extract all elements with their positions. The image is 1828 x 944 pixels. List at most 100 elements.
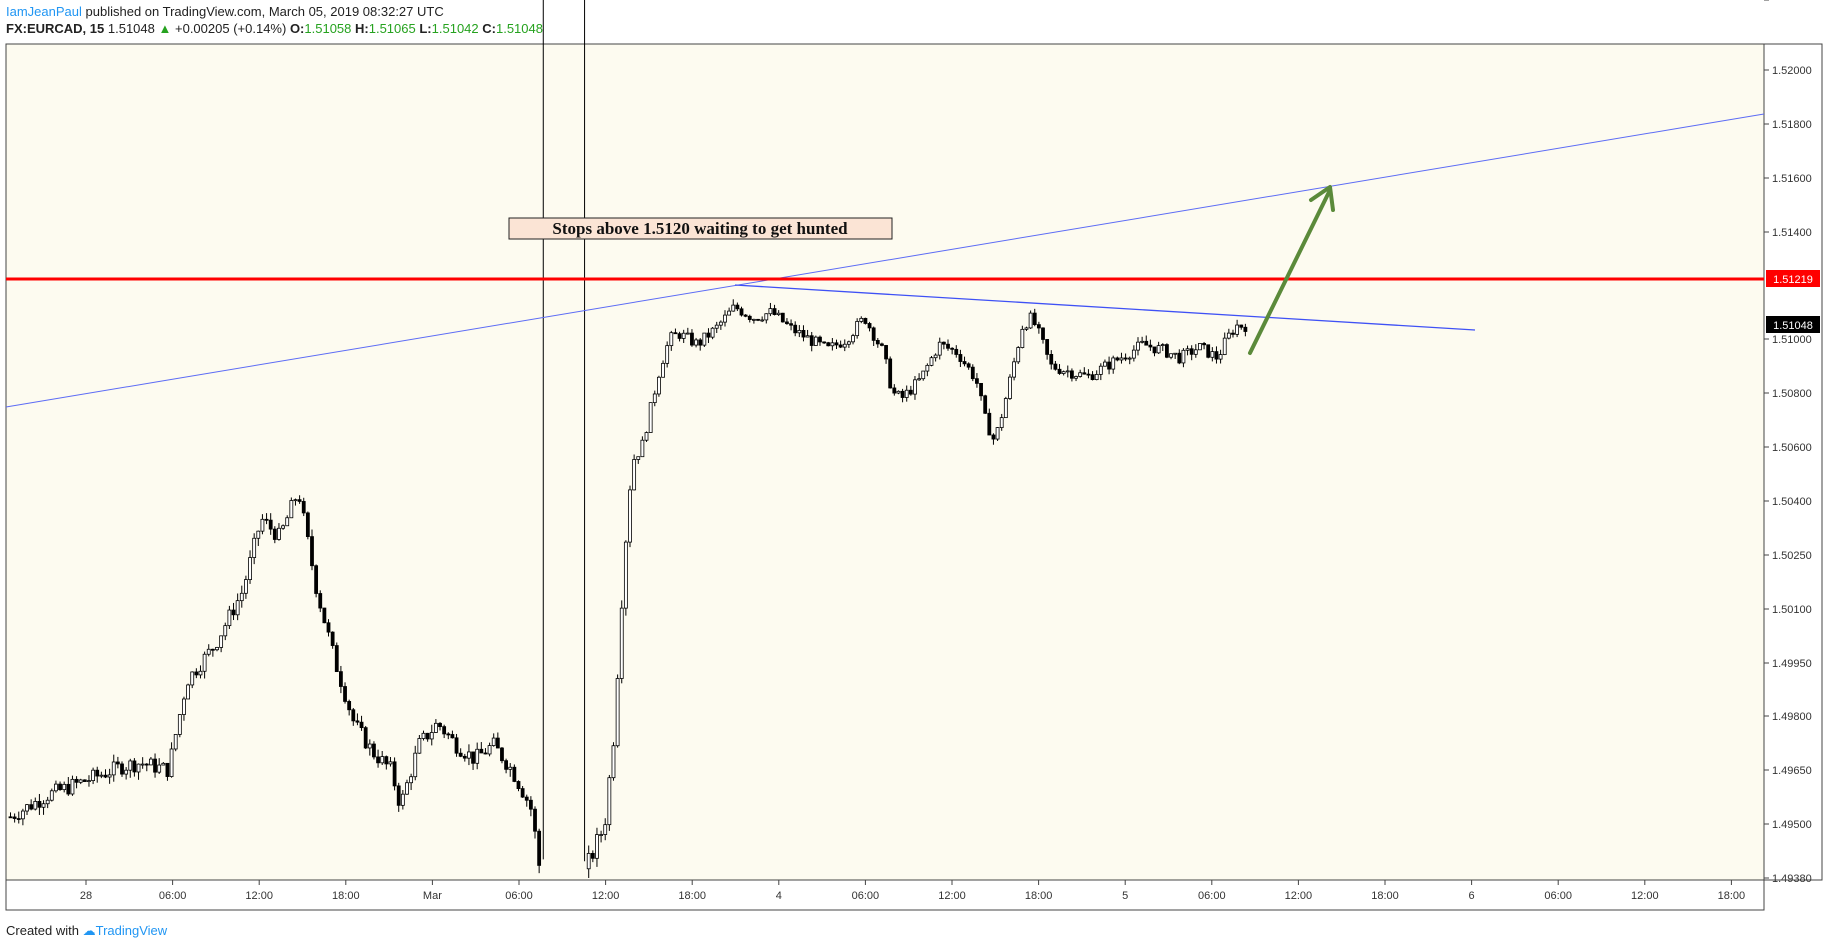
candle-body: [1086, 373, 1091, 376]
candle-body: [268, 519, 273, 530]
candle-body: [140, 763, 145, 766]
candle-body: [619, 607, 624, 679]
x-tick-label: 06:00: [852, 890, 880, 902]
candle-body: [1189, 348, 1194, 355]
candle-body: [954, 348, 959, 355]
author-link[interactable]: IamJeanPaul: [6, 4, 82, 19]
x-tick-label: 12:00: [1631, 890, 1659, 902]
candle-body: [615, 678, 620, 747]
ohlc-line: FX:EURCAD, 15 1.51048 ▲ +0.00205 (+0.14%…: [6, 20, 543, 37]
time-axis[interactable]: [5, 879, 1765, 911]
candle-body: [1070, 370, 1074, 379]
candle-body: [772, 308, 777, 315]
candle-body: [363, 727, 368, 749]
upper-trend-line[interactable]: [5, 113, 1765, 408]
plot-area[interactable]: [5, 43, 1765, 881]
candle-body: [161, 762, 166, 766]
candle-body: [206, 648, 211, 655]
x-tick-label: 18:00: [1718, 890, 1746, 902]
candle-body: [165, 762, 170, 777]
lower-trend-line[interactable]: [734, 284, 1476, 331]
candle-body: [338, 671, 343, 687]
candle-body: [756, 318, 760, 321]
candle-body: [863, 317, 868, 324]
candle-body: [495, 737, 500, 749]
y-tick-label: 1.51000: [1772, 334, 1812, 346]
candle-body: [681, 332, 686, 339]
candle-body: [516, 781, 521, 789]
y-tick-label: 1.49950: [1772, 658, 1812, 670]
candle-body: [66, 783, 71, 795]
candle-body: [438, 722, 442, 728]
candle-body: [970, 366, 975, 380]
candle-body: [157, 764, 162, 773]
candle-body: [987, 412, 992, 436]
candle-body: [797, 330, 802, 334]
y-tick-label: 1.49045: [1772, 0, 1812, 3]
candle-body: [809, 335, 814, 346]
candle-body: [210, 648, 215, 651]
target-arrow[interactable]: [1248, 185, 1335, 355]
candle-body: [1136, 341, 1140, 351]
candle-body: [322, 607, 327, 624]
candle-body: [314, 565, 319, 594]
candle-body: [698, 339, 703, 346]
x-tick-label: 06:00: [159, 890, 187, 902]
annotation-box[interactable]: Stops above 1.5120 waiting to get hunted: [508, 217, 893, 240]
high-value: 1.51065: [368, 21, 416, 36]
candle-body: [900, 390, 905, 398]
change-text: +0.00205 (+0.14%): [175, 21, 287, 36]
candle-body: [851, 335, 855, 343]
y-axis-group: 1.52000 1.51800 1.51600 1.51400 1.51000 1.508…: [1764, 0, 1812, 885]
candle-body: [925, 364, 930, 372]
candle-body: [111, 761, 116, 776]
candle-body: [979, 382, 983, 397]
low-label: L:: [419, 21, 432, 36]
candle-body: [603, 824, 608, 835]
candle-body: [1239, 324, 1244, 328]
candle-body: [417, 738, 422, 754]
candle-body: [838, 344, 843, 348]
candle-body: [235, 600, 240, 616]
up-triangle-icon: ▲: [158, 21, 172, 36]
tradingview-cloud-icon: ☁: [82, 923, 96, 938]
candle-body: [537, 830, 542, 866]
candle-body: [941, 341, 946, 345]
candle-body: [173, 734, 178, 750]
candle-body: [727, 310, 732, 316]
candle-body: [190, 671, 195, 686]
candle-body: [132, 760, 137, 773]
candle-body: [789, 323, 793, 326]
candle-body: [706, 332, 711, 338]
candle-body: [657, 376, 661, 395]
candle-body: [355, 720, 360, 723]
candle-body: [239, 592, 244, 602]
candle-body: [714, 324, 719, 329]
resistance-price-label: 1.51219: [1773, 274, 1813, 286]
candle-body: [74, 778, 79, 783]
candle-body: [1036, 324, 1041, 329]
candle-body: [1016, 347, 1021, 363]
annotation-text: Stops above 1.5120 waiting to get hunted: [552, 219, 848, 238]
candle-body: [1098, 365, 1103, 375]
candle-body: [1198, 343, 1202, 351]
candle-body: [1012, 361, 1016, 378]
candle-body: [999, 417, 1004, 428]
x-axis-group: 28 06:00 12:00 18:00 Mar 06:00 12:00 18:00 4 06:0…: [80, 880, 1745, 902]
candle-body: [590, 852, 595, 859]
candle-body: [115, 761, 120, 765]
candle-body: [334, 645, 339, 673]
candle-body: [396, 785, 401, 806]
candle-body: [652, 393, 657, 404]
candle-body: [8, 816, 13, 819]
candle-body: [768, 308, 773, 315]
candle-body: [731, 304, 736, 312]
candle-body: [995, 427, 1000, 440]
candle-body: [1140, 340, 1145, 343]
tradingview-brand[interactable]: TradingView: [95, 923, 168, 938]
candle-body: [1074, 376, 1078, 379]
price-axis[interactable]: [1763, 43, 1823, 881]
candle-body: [433, 722, 438, 733]
candle-body: [1053, 363, 1058, 370]
